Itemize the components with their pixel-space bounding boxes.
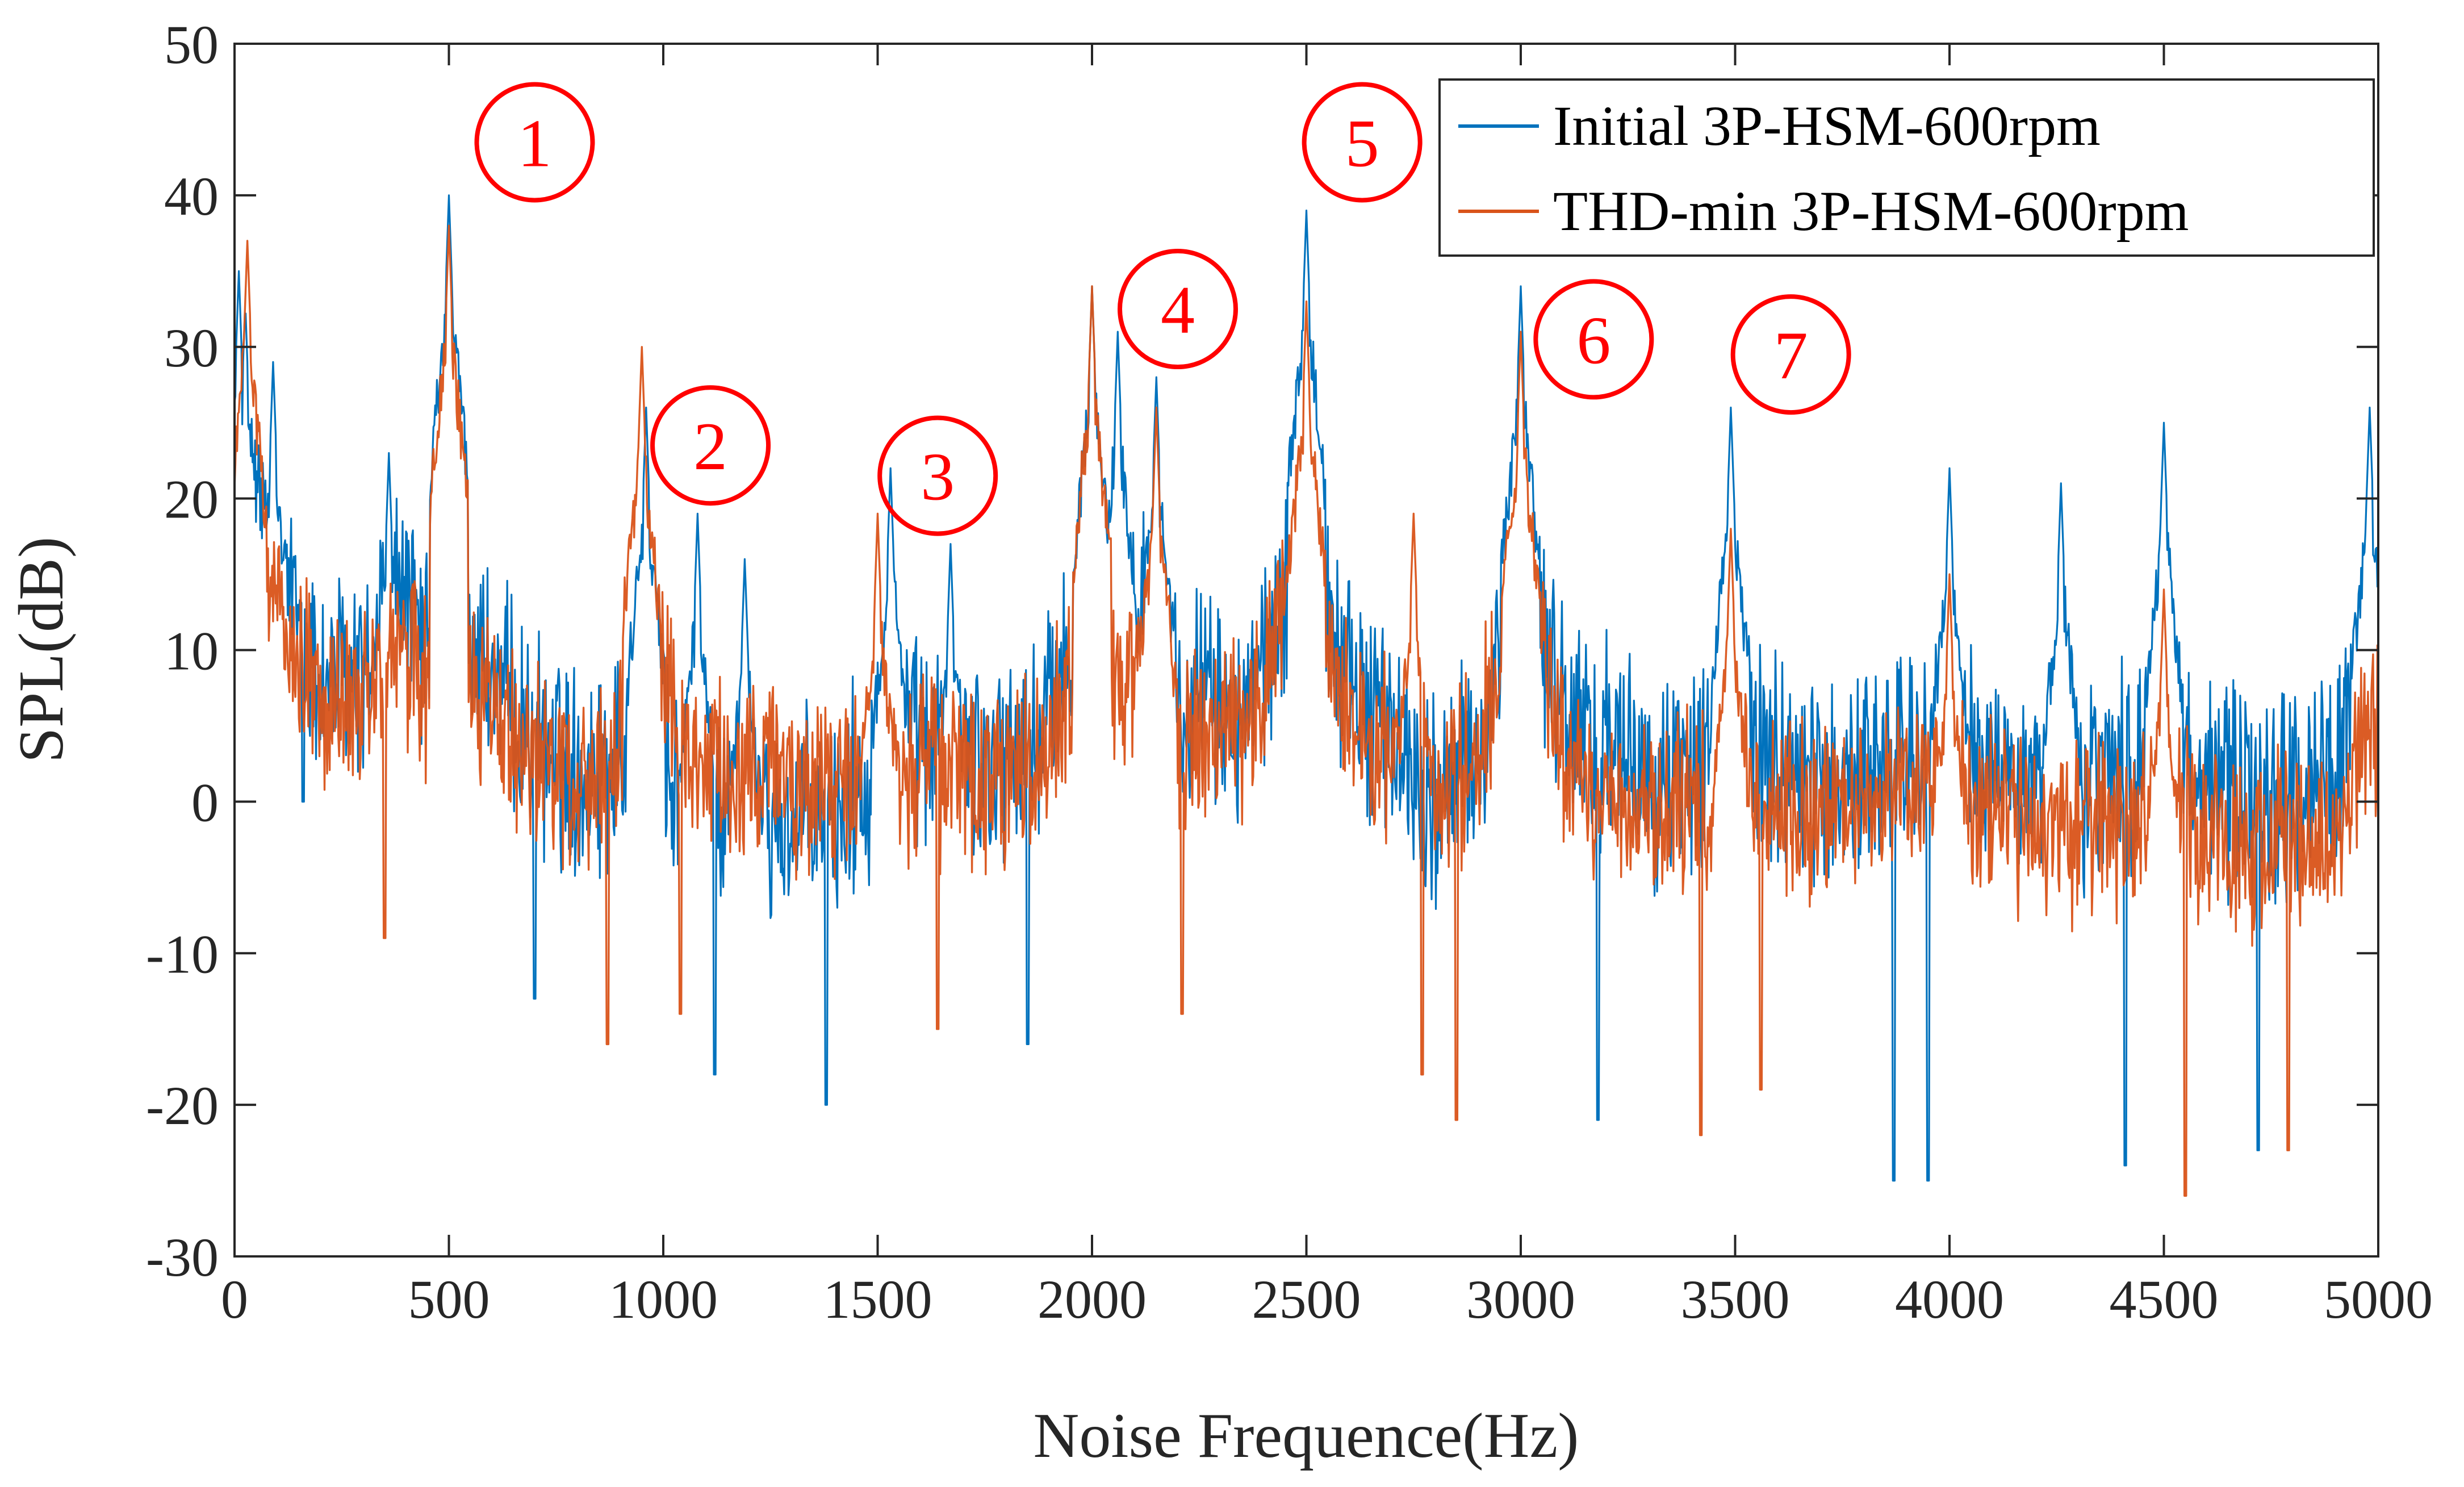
x-tick-label: 4000	[1895, 1269, 2004, 1330]
annotation-circle	[474, 82, 595, 203]
annotation-label: 4	[1161, 272, 1195, 348]
y-axis-title: SPL(dB)	[6, 537, 77, 763]
peak-annotations: 1 2 3 4 5 6 7	[474, 82, 1851, 536]
annotation-label: 3	[921, 439, 955, 515]
annotation-circle	[1302, 82, 1423, 203]
annotation-label: 7	[1774, 318, 1808, 393]
y-tick-label: 50	[164, 14, 219, 75]
y-tick-label: -20	[146, 1075, 219, 1136]
annotation-circle	[1730, 294, 1851, 415]
legend-label-thd-min: THD-min 3P-HSM-600rpm	[1553, 179, 2189, 243]
annotation-label: 1	[518, 105, 552, 181]
x-tick-label: 5000	[2324, 1269, 2433, 1330]
legend: Initial 3P-HSM-600rpm THD-min 3P-HSM-600…	[1438, 78, 2375, 257]
y-tick-label: 20	[164, 469, 219, 530]
y-tick-label: -10	[146, 924, 219, 984]
series-layer	[233, 194, 2379, 1197]
x-axis-title: Noise Frequence(Hz)	[1034, 1401, 1579, 1471]
legend-box	[1438, 78, 2375, 257]
annotation-label: 2	[693, 408, 727, 484]
annotation-label: 6	[1576, 302, 1610, 378]
y-tick-label: 40	[164, 166, 219, 227]
x-tick-label: 3000	[1466, 1269, 1575, 1330]
x-tick-label: 3500	[1681, 1269, 1790, 1330]
annotation-circle	[650, 385, 771, 506]
x-tick-label: 1000	[609, 1269, 718, 1330]
y-tick-label: -30	[146, 1227, 219, 1288]
annotation-label: 5	[1345, 105, 1379, 181]
x-tick-label: 1500	[823, 1269, 932, 1330]
annotation-circle	[877, 415, 998, 536]
annotation-circle	[1533, 279, 1654, 400]
series-line-thd-min	[233, 224, 2379, 1197]
annotation-circle	[1118, 249, 1238, 370]
axis-ticks: 0 500 1000 1500 2000 2500 3000 3500 4000 4500 5000…	[146, 14, 2433, 1330]
y-tick-label: 0	[191, 772, 219, 833]
x-tick-label: 0	[221, 1269, 248, 1330]
x-tick-label: 2500	[1252, 1269, 1361, 1330]
x-tick-label: 2000	[1038, 1269, 1147, 1330]
y-tick-label: 30	[164, 318, 219, 378]
x-tick-label: 4500	[2110, 1269, 2219, 1330]
legend-label-initial: Initial 3P-HSM-600rpm	[1553, 94, 2101, 157]
y-tick-label: 10	[164, 621, 219, 682]
x-tick-label: 500	[408, 1269, 490, 1330]
